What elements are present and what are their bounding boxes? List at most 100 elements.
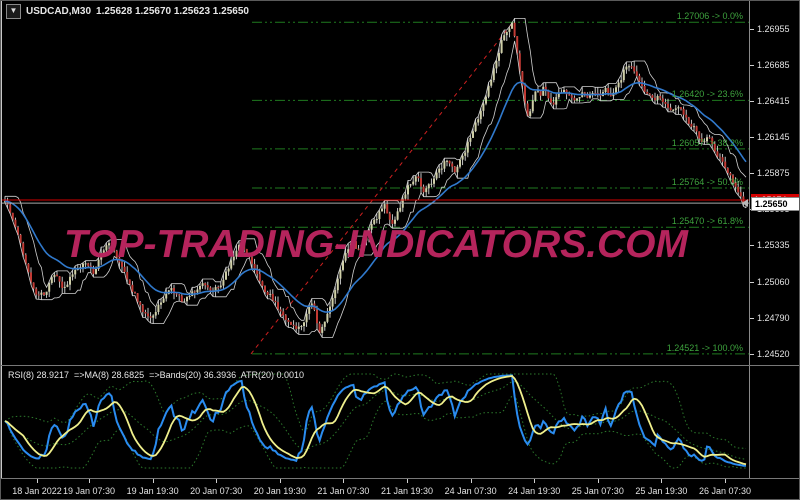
candle-body xyxy=(201,283,204,287)
candle-body xyxy=(357,248,360,250)
candle-body xyxy=(279,309,282,312)
candle-body xyxy=(271,293,274,301)
candle-body xyxy=(214,287,217,292)
candle-body xyxy=(154,312,157,316)
candle-body xyxy=(339,269,342,279)
candle-body xyxy=(136,293,139,303)
candle-body xyxy=(121,262,123,267)
rsi-sub-window[interactable]: RSI(8) 28.9217 =>MA(8) 28.6825 =>Bands(2… xyxy=(1,366,749,478)
candle-body xyxy=(651,95,654,98)
price-axis-tick xyxy=(750,354,754,355)
price-axis-label: 1.26415 xyxy=(757,96,790,107)
candle-body xyxy=(482,103,485,111)
candle-body xyxy=(14,219,17,228)
candle-body xyxy=(373,219,376,224)
candle-body xyxy=(84,263,87,265)
candle-body xyxy=(719,156,721,158)
time-axis-label: 25 Jan 19:30 xyxy=(635,486,688,496)
price-axis-tick xyxy=(750,173,754,175)
candle-body xyxy=(542,86,545,96)
channel-lower-line xyxy=(4,40,747,338)
price-axis-label: 1.26685 xyxy=(757,60,790,71)
price-axis-tick xyxy=(750,281,754,283)
price-chart-canvas[interactable] xyxy=(2,1,750,479)
candle-body xyxy=(87,263,90,266)
price-axis-tick xyxy=(750,65,754,67)
candle-body xyxy=(479,110,482,120)
candle-body xyxy=(594,92,597,94)
candle-body xyxy=(448,160,451,164)
candle-body xyxy=(643,86,646,92)
pane-separator[interactable] xyxy=(1,365,799,366)
sub-indicator-label: RSI(8) 28.9217 =>MA(8) 28.6825 =>Bands(2… xyxy=(8,370,305,380)
time-axis-label: 19 Jan 07:30 xyxy=(62,486,116,496)
candle-body xyxy=(630,66,633,68)
candle-body xyxy=(726,168,729,174)
time-axis-tick xyxy=(343,479,345,483)
candle-body xyxy=(238,245,240,251)
candle-body xyxy=(425,188,428,193)
main-chart-pane[interactable]: ▼ USDCAD,M30 1.25628 1.25670 1.25623 1.2… xyxy=(1,1,750,469)
candle-body xyxy=(690,123,693,127)
time-axis-tick xyxy=(661,479,663,483)
candle-body xyxy=(433,178,435,184)
candle-body xyxy=(40,292,43,295)
candle-body xyxy=(258,274,261,282)
candle-body xyxy=(274,300,277,303)
candle-body xyxy=(100,252,103,260)
time-axis-tick xyxy=(534,479,536,483)
fib-level-label: 1.25470 -> 61.8% xyxy=(671,216,743,227)
candle-body xyxy=(297,326,300,329)
candle-body xyxy=(620,80,623,83)
candle-body xyxy=(152,315,155,318)
candle-body xyxy=(420,178,422,187)
candle-body xyxy=(513,22,516,37)
candle-body xyxy=(492,68,495,80)
candle-body xyxy=(552,102,555,105)
candle-body xyxy=(282,311,285,316)
candle-body xyxy=(695,126,698,132)
candle-body xyxy=(656,96,659,101)
time-axis-label: 24 Jan 07:30 xyxy=(444,486,497,496)
candle-body xyxy=(498,52,500,61)
fib-level-label: 1.27006 -> 0.0% xyxy=(676,11,743,22)
candle-body xyxy=(474,122,477,132)
candle-body xyxy=(303,322,305,326)
candle-body xyxy=(550,98,552,103)
candle-body xyxy=(227,268,230,272)
fib-level-label: 1.24521 -> 100.0% xyxy=(666,342,743,353)
time-axis-label: 21 Jan 19:30 xyxy=(380,486,434,496)
candle-body xyxy=(334,290,337,299)
candle-body xyxy=(344,253,347,261)
candle-body xyxy=(19,234,22,244)
time-axis-label: 19 Jan 19:30 xyxy=(126,486,179,496)
candle-body xyxy=(82,263,84,268)
candle-body xyxy=(206,285,209,288)
candle-body xyxy=(193,291,196,293)
candle-body xyxy=(664,102,667,104)
price-axis[interactable]: 1.26955 1.26685 1.26415 1.26145 1.25875 1.256… xyxy=(749,1,799,479)
time-axis[interactable]: 18 Jan 2022 19 Jan 07:30 19 Jan 19:30 20 Ja… xyxy=(1,479,799,499)
price-axis-label: 1.26955 xyxy=(757,24,790,34)
candle-body xyxy=(48,283,51,292)
candle-body xyxy=(58,276,61,282)
candle-body xyxy=(219,285,222,288)
candle-body xyxy=(139,302,142,306)
candle-body xyxy=(469,137,472,142)
candle-body xyxy=(336,278,339,291)
price-axis-label: 1.25875 xyxy=(757,168,790,179)
candle-body xyxy=(586,93,589,98)
candle-body xyxy=(149,316,152,318)
candle-body xyxy=(485,96,487,104)
candle-body xyxy=(310,303,313,307)
price-axis-label: 1.24790 xyxy=(757,312,790,323)
candle-body xyxy=(721,157,724,162)
candle-body xyxy=(700,138,703,142)
candle-body xyxy=(108,243,110,246)
candle-body xyxy=(583,92,586,94)
candle-body xyxy=(451,163,454,167)
candle-body xyxy=(157,304,160,312)
candle-body xyxy=(69,276,71,285)
candle-body xyxy=(531,100,534,112)
chart-collapse-icon[interactable]: ▼ xyxy=(6,4,21,19)
